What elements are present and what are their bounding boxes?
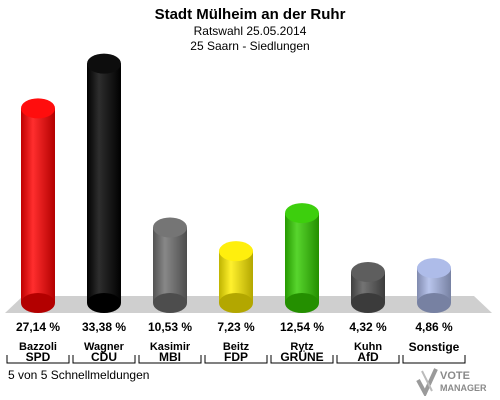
bar-spd: [21, 98, 55, 313]
bar-body: [153, 227, 187, 303]
value-label: 4,32 %: [349, 320, 387, 334]
bar-top-cap: [417, 258, 451, 279]
bar-base-cap: [219, 293, 253, 313]
bar-afd: [351, 262, 385, 313]
bar-base-cap: [153, 293, 187, 313]
bar-base-cap: [21, 293, 55, 313]
chart-header: Stadt Mülheim an der Ruhr Ratswahl 25.05…: [0, 6, 500, 54]
party-label: MBI: [159, 350, 181, 364]
chart-subtitle-district: 25 Saarn - Siedlungen: [190, 39, 310, 53]
bar-top-cap: [219, 241, 253, 262]
value-label: 27,14 %: [16, 320, 60, 334]
value-label: 10,53 %: [148, 320, 192, 334]
value-label: 33,38 %: [82, 320, 126, 334]
bar-base-cap: [87, 293, 121, 313]
bar-fdp: [219, 241, 253, 313]
value-label: 7,23 %: [217, 320, 255, 334]
bar-top-cap: [153, 217, 187, 238]
bar-cdu: [87, 53, 121, 313]
party-label: AfD: [357, 350, 379, 364]
candidate-name: Bazzoli: [19, 341, 57, 353]
bar-sonstige: [417, 258, 451, 313]
category-bracket: [402, 355, 466, 364]
candidate-name: Rytz: [290, 341, 314, 353]
chart-subtitle-election: Ratswahl 25.05.2014: [193, 24, 307, 38]
checkmark-icon: [416, 368, 438, 396]
bar-body: [285, 213, 319, 303]
logo-line-vote: VOTE: [440, 370, 470, 382]
candidate-name: Kasimir: [150, 341, 191, 353]
party-label: FDP: [224, 350, 248, 364]
bar-top-cap: [285, 203, 319, 224]
category-bracket: [270, 355, 334, 364]
logo-line-manager: MANAGER: [440, 383, 487, 393]
bar-mbi: [153, 217, 187, 313]
party-label: Sonstige: [409, 340, 460, 354]
chart-title: Stadt Mülheim an der Ruhr: [154, 6, 346, 23]
bar-base-cap: [351, 293, 385, 313]
party-label: SPD: [26, 350, 51, 364]
category-bracket: [336, 355, 400, 364]
votemanager-logo: VOTE MANAGER: [416, 368, 487, 396]
bar-base-cap: [285, 293, 319, 313]
bar-top-cap: [87, 53, 121, 74]
bar-grüne: [285, 203, 319, 313]
candidate-name: Wagner: [84, 341, 125, 353]
candidate-name: Beitz: [223, 341, 250, 353]
value-label: 12,54 %: [280, 320, 324, 334]
bar-top-cap: [351, 262, 385, 283]
party-label: GRÜNE: [280, 349, 323, 364]
bar-top-cap: [21, 98, 55, 119]
bar-base-cap: [417, 293, 451, 313]
party-label: CDU: [91, 350, 117, 364]
category-bracket: [138, 355, 202, 364]
category-bracket: [72, 355, 136, 364]
category-bracket: [6, 355, 70, 364]
bar-body: [21, 108, 55, 303]
status-text: 5 von 5 Schnellmeldungen: [8, 368, 150, 382]
candidate-name: Kuhn: [354, 341, 382, 353]
bar-body: [87, 63, 121, 304]
value-label: 4,86 %: [415, 320, 453, 334]
category-bracket: [204, 355, 268, 364]
